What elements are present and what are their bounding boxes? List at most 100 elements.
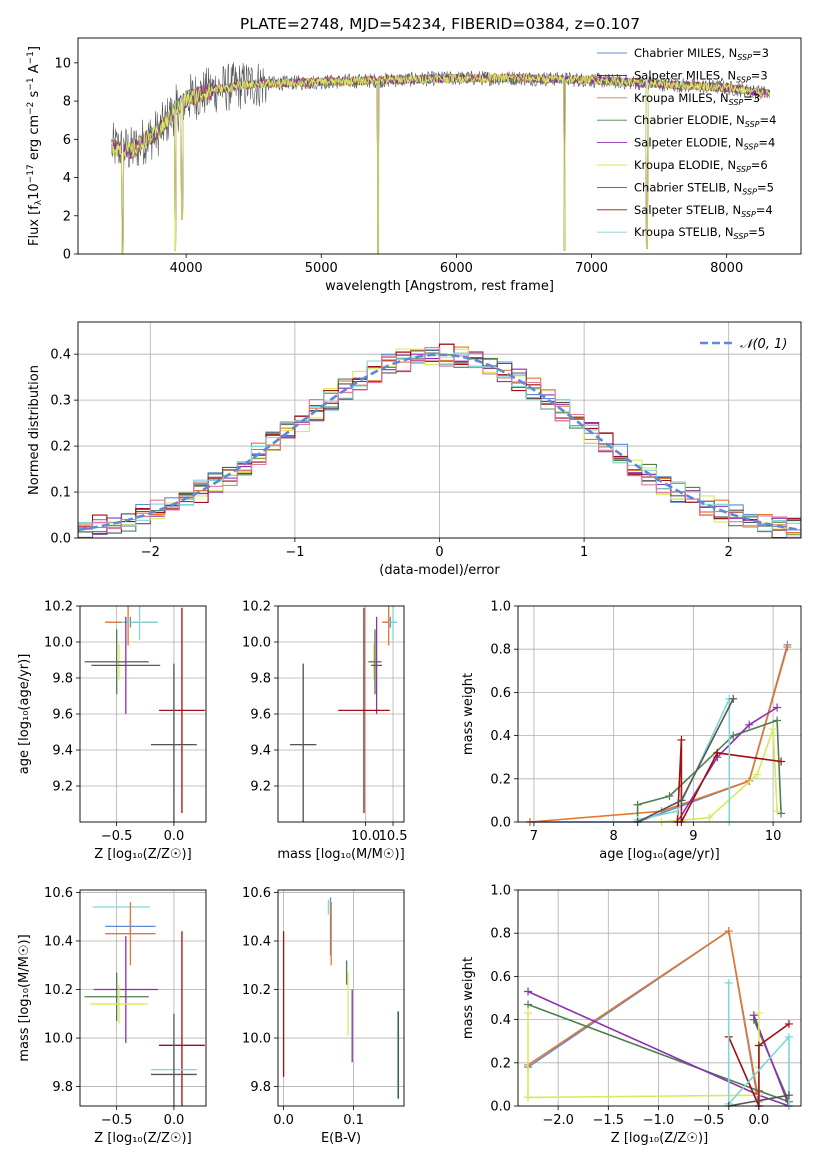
x-axis-label: wavelength [Angstrom, rest frame] (325, 279, 554, 294)
weight-marker (677, 796, 686, 805)
axes-frame (79, 605, 207, 823)
y-tick-label: 0.4 (490, 729, 511, 744)
legend-sub: SSP (745, 120, 760, 129)
weight-vs-age-panel: 7 8 9 10 0.0 0.2 0.4 0.6 0.8 1.0 age [log₁₀(age/yr… (461, 600, 802, 862)
x-tick-label: 9 (689, 829, 697, 844)
y-tick-label: 10 (54, 56, 71, 71)
y-tick-label: 10.0 (242, 1032, 271, 1047)
legend-name: Chabrier ELODIE, N (634, 113, 745, 127)
y-tick-label: 10.4 (44, 934, 73, 949)
plot-area (84, 606, 205, 822)
y-label-part: A (27, 64, 42, 77)
y-axis-label: mass [log₁₀(M/M☉)] (17, 934, 32, 1061)
weight-marker (677, 735, 686, 744)
x-tick-label: 8000 (710, 261, 743, 276)
weight-series (637, 698, 731, 822)
axes-frame (517, 889, 802, 1107)
plot-area (111, 62, 770, 254)
y-tick-label: 10.0 (44, 1032, 73, 1047)
y-tick-label: 10.6 (242, 886, 271, 901)
legend-name: Kroupa STELIB, N (634, 225, 734, 239)
y-tick-label: 0 (63, 248, 71, 263)
weight-marker (784, 1019, 793, 1028)
legend-nssp: =4 (760, 113, 777, 127)
legend-entry: Chabrier ELODIE, NSSP=4 (634, 113, 776, 129)
y-label-part: −17 (26, 164, 36, 183)
x-tick-label: 0.0 (749, 1113, 770, 1128)
x-tick-label: 8 (610, 829, 618, 844)
y-tick-label: 6 (63, 133, 71, 148)
y-label-part: −2 (26, 102, 36, 115)
legend-entry: Salpeter STELIB, NSSP=4 (634, 203, 773, 219)
y-axis-label: Normed distribution (27, 365, 42, 495)
weight-marker (665, 792, 674, 801)
y-label-part: s (27, 90, 42, 101)
spectrum-line-kroupa-elodie (111, 72, 770, 254)
mass-vs-ebv-panel: 0.0 0.1 9.8 10.0 10.2 10.4 10.6 E(B-V) (242, 886, 405, 1146)
legend-sub: SSP (736, 75, 751, 84)
y-tick-label: 9.8 (250, 672, 271, 687)
weight-vs-metallicity-panel: −2.0 −1.5 −1.0 −0.5 0.0 0.0 0.2 0.4 0.6 0.8 1.0 Z [… (461, 884, 802, 1146)
legend-name: Kroupa MILES, N (634, 91, 729, 105)
axes-frame (517, 605, 802, 823)
y-tick-label: 0.4 (490, 1013, 511, 1028)
x-axis-label: (data-model)/error (379, 563, 500, 578)
axes-frame (277, 889, 405, 1107)
axes-frame (79, 889, 207, 1107)
legend-nssp: =5 (748, 225, 765, 239)
legend-nssp: =3 (743, 91, 760, 105)
y-tick-label: 1.0 (490, 600, 511, 615)
legend-sub: SSP (734, 232, 749, 241)
y-label-part: λ (34, 199, 44, 205)
weight-series (530, 644, 789, 823)
weight-marker (724, 927, 733, 936)
weight-marker (713, 748, 722, 757)
x-tick-label: −0.5 (101, 1113, 133, 1128)
legend-entry: Kroupa MILES, NSSP=3 (634, 91, 760, 107)
y-tick-label: 0.0 (50, 532, 71, 547)
x-tick-label: −0.5 (693, 1113, 725, 1128)
weight-series (727, 982, 790, 1106)
legend-nssp: =4 (758, 136, 775, 150)
x-tick-label: 0.0 (164, 1113, 185, 1128)
plot-area (282, 897, 400, 1099)
weight-marker (777, 809, 786, 818)
legend-name: Salpeter STELIB, N (634, 203, 741, 217)
weight-series (676, 706, 778, 823)
y-tick-label: 0.6 (490, 686, 511, 701)
weight-marker (705, 813, 714, 822)
x-tick-label: −2.0 (542, 1113, 574, 1128)
figure-title: PLATE=2748, MJD=54234, FIBERID=0384, z=0… (240, 15, 640, 33)
legend-nssp: =4 (756, 203, 773, 217)
legend-sub: SSP (742, 187, 757, 196)
y-tick-label: 1.0 (490, 884, 511, 899)
x-tick-label: 7000 (575, 261, 608, 276)
x-tick-label: 4000 (170, 261, 203, 276)
plot-area (84, 902, 205, 1106)
legend-entry: Salpeter ELODIE, NSSP=4 (634, 136, 775, 152)
x-tick-label: −0.5 (101, 829, 133, 844)
x-tick-label: 0 (435, 545, 443, 560)
plot-area (78, 343, 801, 538)
y-tick-label: 9.6 (250, 708, 271, 723)
legend-sub: SSP (736, 165, 751, 174)
y-tick-label: 0.0 (490, 1100, 511, 1115)
y-axis-label: age [log₁₀(age/yr)] (17, 654, 32, 775)
y-tick-label: 2 (63, 209, 71, 224)
y-label-part: erg cm (27, 115, 42, 164)
y-tick-label: 9.8 (250, 1080, 271, 1095)
weight-marker (773, 716, 782, 725)
legend-name: Chabrier STELIB, N (634, 180, 742, 194)
legend-entry: Kroupa ELODIE, NSSP=6 (634, 158, 768, 174)
normal-curve (78, 353, 801, 532)
weight-marker (754, 1041, 763, 1050)
x-tick-label: 6000 (440, 261, 473, 276)
y-tick-label: 0.8 (490, 927, 511, 942)
x-tick-label: 5000 (305, 261, 338, 276)
y-tick-label: 0.0 (490, 816, 511, 831)
y-axis-label: Flux [fλ10−17 erg cm−2 s−1 A−1] (26, 46, 44, 246)
weight-marker (754, 1009, 763, 1018)
legend-nssp: =6 (751, 158, 768, 172)
x-axis-label: age [log₁₀(age/yr)] (599, 847, 720, 862)
